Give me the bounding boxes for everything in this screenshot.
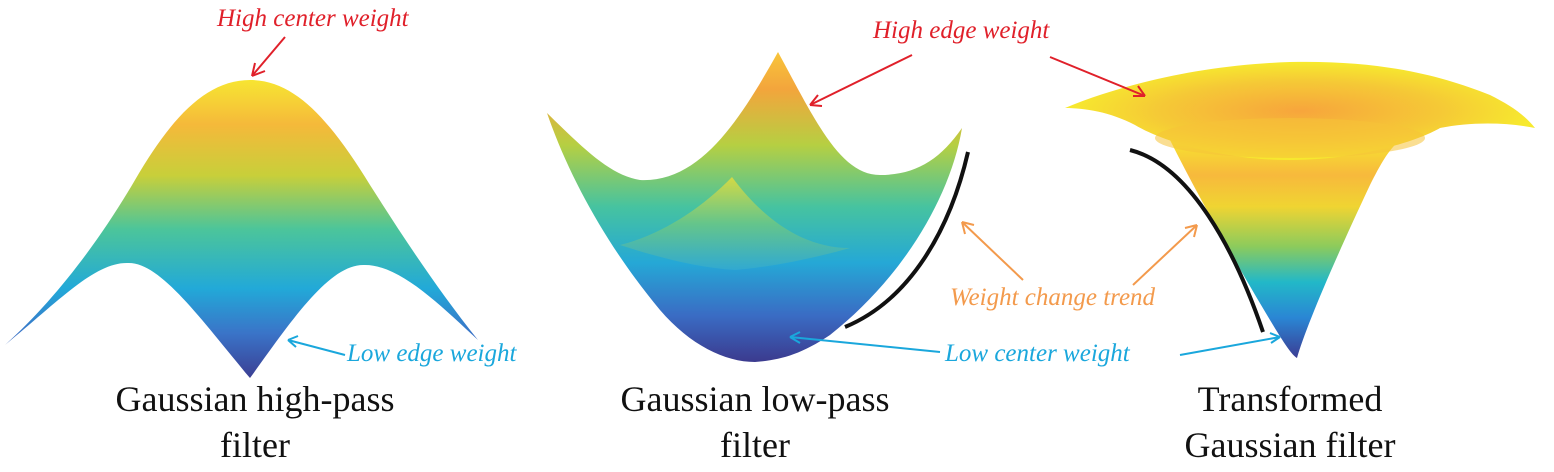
trend-curve-low-pass [844, 151, 970, 329]
label-weight-change-trend: Weight change trend [950, 284, 1156, 311]
label-low-center-weight: Low center weight [945, 340, 1130, 367]
trend-curve-transformed [1129, 148, 1265, 333]
caption-low-pass: Gaussian low-pass filter [565, 376, 945, 468]
label-high-edge-weight: High edge weight [873, 17, 1050, 44]
transformed-surface [1170, 135, 1410, 358]
caption-low-pass-line1: Gaussian low-pass [620, 379, 890, 419]
arrow-trend-left [961, 221, 1024, 281]
caption-transformed-line2: Gaussian filter [1184, 425, 1396, 465]
arrow-low-center-right [1179, 332, 1281, 356]
caption-low-pass-line2: filter [720, 425, 790, 465]
arrow-trend-right [1132, 224, 1198, 286]
caption-high-pass-line1: Gaussian high-pass [115, 379, 395, 419]
label-low-edge-weight: Low edge weight [347, 340, 517, 367]
arrow-low-center-left [789, 331, 941, 353]
caption-high-pass-line2: filter [220, 425, 290, 465]
transformed-rim-opening [1155, 118, 1425, 158]
arrow-low-edge [287, 335, 346, 356]
high-pass-surface [5, 80, 478, 378]
caption-high-pass: Gaussian high-pass filter [60, 376, 450, 468]
label-high-center-weight: High center weight [217, 5, 409, 32]
arrow-high-edge-right [1049, 56, 1146, 97]
low-pass-inner-peak [620, 177, 850, 270]
arrow-high-edge-left [809, 54, 913, 107]
arrow-high-center [251, 36, 286, 77]
caption-transformed-line1: Transformed [1197, 379, 1383, 419]
caption-transformed: Transformed Gaussian filter [1130, 376, 1450, 468]
